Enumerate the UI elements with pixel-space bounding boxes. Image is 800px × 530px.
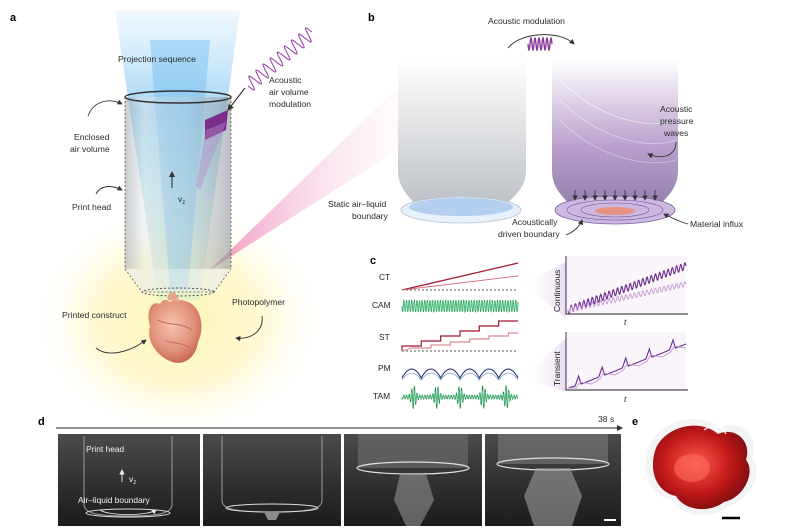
panel-e-letter: e: [632, 416, 638, 428]
photo-frame-4: [485, 434, 621, 526]
panel-b-letter: b: [368, 12, 375, 24]
acoustic-print-head: [552, 60, 678, 225]
photopolymer-arrow: [235, 315, 263, 342]
time-label: 38 s: [598, 414, 614, 424]
label-driven-line2: driven boundary: [498, 229, 560, 239]
label-acoustic-line3: modulation: [269, 99, 311, 109]
panel-a-letter: a: [10, 12, 17, 24]
label-print-head: Print head: [72, 202, 111, 212]
photo-label-print-head: Print head: [86, 444, 125, 454]
cam-signal-light: [401, 300, 519, 312]
label-photopolymer: Photopolymer: [232, 297, 285, 307]
label-pressure-line3: waves: [663, 128, 688, 138]
label-printed-construct: Printed construct: [62, 310, 127, 320]
label-enclosed-line1: Enclosed: [74, 132, 110, 142]
label-t-bottom: t: [624, 394, 627, 404]
label-acoustic-modulation: Acoustic modulation: [488, 16, 565, 26]
connector-continuous: [522, 262, 566, 318]
label-transient: Transient: [552, 351, 562, 386]
row-label-ct: CT: [379, 272, 390, 282]
static-print-head: [398, 60, 526, 224]
label-t-top: t: [624, 317, 627, 327]
printed-construct-heart: [148, 292, 202, 363]
print-head-bottom: [141, 287, 215, 297]
pressure-arrow: [647, 141, 677, 159]
acoustic-input-arrow: [227, 87, 246, 111]
row-label-pm: PM: [378, 363, 391, 373]
acoustic-wave-coil: [247, 27, 313, 91]
boundary-arrow: [99, 509, 157, 515]
label-static-line1: Static air–liquid: [328, 199, 386, 209]
construct-arrow: [95, 339, 147, 354]
label-pressure-line1: Acoustic: [660, 104, 693, 114]
acoustic-air-flow: [196, 122, 226, 190]
panel-d-letter: d: [38, 416, 45, 428]
row-label-tam: TAM: [373, 391, 390, 401]
panel-c-signals: [401, 262, 519, 352]
tam-signal: [401, 385, 519, 410]
row-label-st: ST: [379, 332, 390, 342]
tam-signal-light: [401, 389, 519, 405]
photo-label-boundary: Air–liquid boundary: [78, 495, 151, 505]
print-head-taper: [124, 268, 232, 293]
material-influx-arrows: [572, 190, 658, 201]
printed-model-photo: [645, 418, 757, 520]
acoustic-port: [205, 110, 228, 140]
photo-frame-3: [344, 434, 482, 526]
label-enclosed-line2: air volume: [70, 144, 110, 154]
velocity-label: vz: [178, 194, 185, 206]
label-projection-sequence: Projection sequence: [118, 54, 196, 64]
pm-signal-light: [401, 372, 519, 381]
ct-line: [401, 262, 519, 291]
label-pressure-line2: pressure: [660, 116, 694, 126]
label-acoustic-line2: air volume: [269, 87, 309, 97]
modulation-arc-arrow: [507, 34, 575, 49]
connector-transient: [522, 338, 566, 392]
label-acoustic-line1: Acoustic: [269, 75, 302, 85]
label-continuous: Continuous: [552, 270, 562, 312]
photo-frame-1: [58, 434, 200, 526]
print-head-arrow: [95, 185, 123, 195]
photo-velocity-label: vz: [129, 474, 136, 486]
label-material-influx: Material influx: [690, 219, 744, 229]
transient-plot: Transient t: [552, 332, 688, 404]
label-static-line2: boundary: [352, 211, 389, 221]
row-label-cam: CAM: [372, 300, 391, 310]
influx-arrow: [663, 213, 689, 225]
pm-signal: [401, 368, 519, 380]
st-signal: [401, 320, 518, 351]
st-signal-light: [401, 332, 518, 352]
modulation-wave-icon: [527, 36, 553, 52]
ct-line-light: [401, 275, 519, 291]
driven-arrow: [565, 219, 584, 236]
pink-connector-beam: [210, 85, 405, 270]
continuous-plot: Continuous t: [552, 256, 688, 327]
label-driven-line1: Acoustically: [512, 217, 558, 227]
enclosed-arrow: [87, 99, 123, 117]
panel-c-letter: c: [370, 255, 376, 267]
photo-frame-2: [203, 434, 341, 526]
